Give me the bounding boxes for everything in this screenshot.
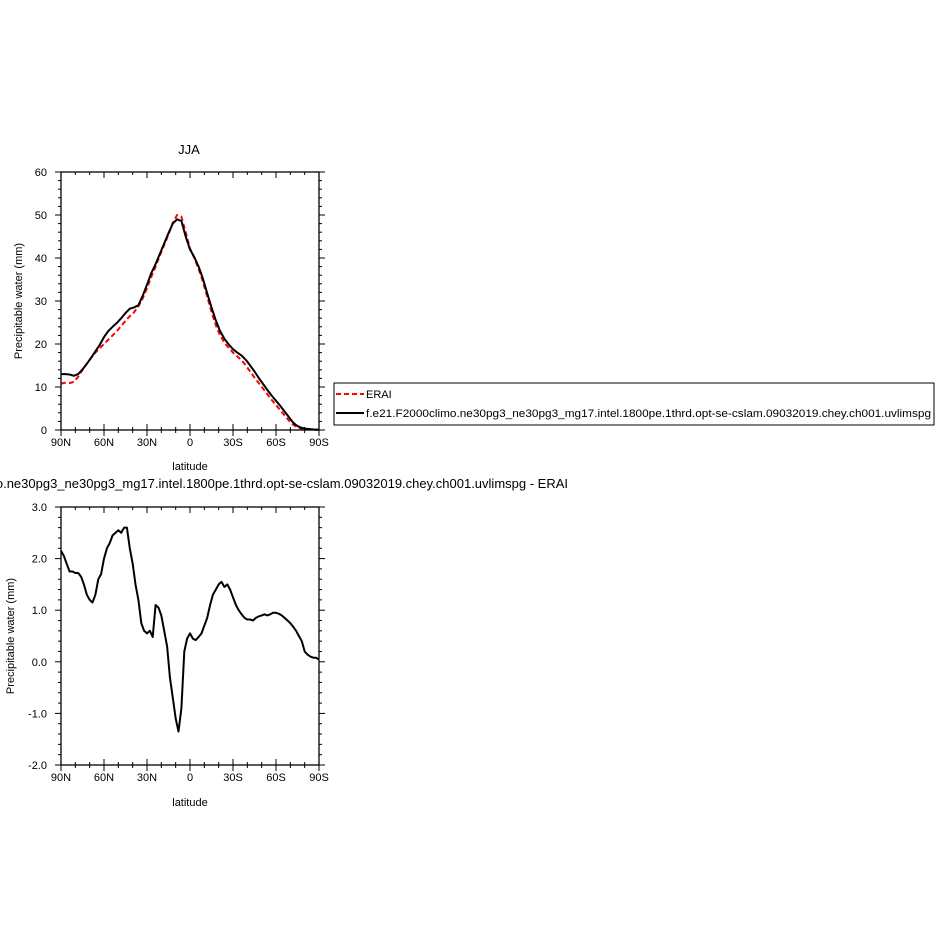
- y-tick-label: 10: [35, 382, 47, 394]
- y-tick-label: 1.0: [32, 605, 47, 617]
- legend-label-model: f.e21.F2000climo.ne30pg3_ne30pg3_mg17.in…: [366, 408, 931, 420]
- x-tick-label: 0: [187, 772, 193, 784]
- y-tick-label: -2.0: [28, 760, 47, 772]
- x-axis-title: latitude: [172, 461, 207, 473]
- y-tick-label: 50: [35, 210, 47, 222]
- y-tick-label: 30: [35, 296, 47, 308]
- plot-frame: [60, 171, 320, 431]
- x-tick-label: 60S: [266, 437, 286, 449]
- y-tick-label: 0.0: [32, 657, 47, 669]
- y-tick-label: -1.0: [28, 708, 47, 720]
- x-tick-label: 30N: [137, 772, 157, 784]
- precip-water-latitude-plot: JJA 90N 60N 30N 0 30S 60S 90S 0 10 20 30 40 50 60 lat…: [13, 142, 329, 473]
- series-line-model: [61, 218, 319, 431]
- legend: ERAI f.e21.F2000climo.ne30pg3_ne30pg3_mg…: [333, 382, 935, 426]
- axis-ticks: 90N 60N 30N 0 30S 60S 90S 0 10 20 30 40 50 60: [35, 167, 329, 449]
- x-tick-label: 30N: [137, 437, 157, 449]
- x-tick-label: 30S: [223, 772, 243, 784]
- x-tick-label: 60S: [266, 772, 286, 784]
- x-axis-title: latitude: [172, 797, 207, 809]
- plot-area: [60, 526, 320, 733]
- precip-water-difference-plot: f.e21.F2000climo.ne30pg3_ne30pg3_mg17.in…: [0, 476, 568, 809]
- plot-title: JJA: [178, 142, 200, 157]
- legend-label-erai: ERAI: [366, 389, 392, 401]
- y-tick-label: 40: [35, 253, 47, 265]
- legend-box: [333, 382, 935, 426]
- y-tick-label: 60: [35, 167, 47, 179]
- x-tick-label: 90S: [309, 772, 329, 784]
- series-line-difference: [60, 526, 320, 733]
- x-tick-label: 60N: [94, 437, 114, 449]
- y-tick-label: 20: [35, 339, 47, 351]
- diff-plot-title: f.e21.F2000climo.ne30pg3_ne30pg3_mg17.in…: [0, 476, 568, 491]
- y-axis-title: Precipitable water (mm): [5, 578, 17, 694]
- y-tick-label: 3.0: [32, 502, 47, 514]
- x-tick-label: 0: [187, 437, 193, 449]
- x-tick-label: 90S: [309, 437, 329, 449]
- plot-area: [60, 214, 320, 431]
- y-axis-title: Precipitable water (mm): [13, 243, 25, 359]
- axis-ticks: 90N 60N 30N 0 30S 60S 90S -2.0 -1.0 0.0 1.0 2.0 3.0: [28, 502, 329, 784]
- x-tick-label: 90N: [51, 437, 71, 449]
- y-tick-label: 0: [41, 425, 47, 437]
- x-tick-label: 60N: [94, 772, 114, 784]
- x-tick-label: 30S: [223, 437, 243, 449]
- x-tick-label: 90N: [51, 772, 71, 784]
- plot-frame: [60, 506, 320, 766]
- y-tick-label: 2.0: [32, 554, 47, 566]
